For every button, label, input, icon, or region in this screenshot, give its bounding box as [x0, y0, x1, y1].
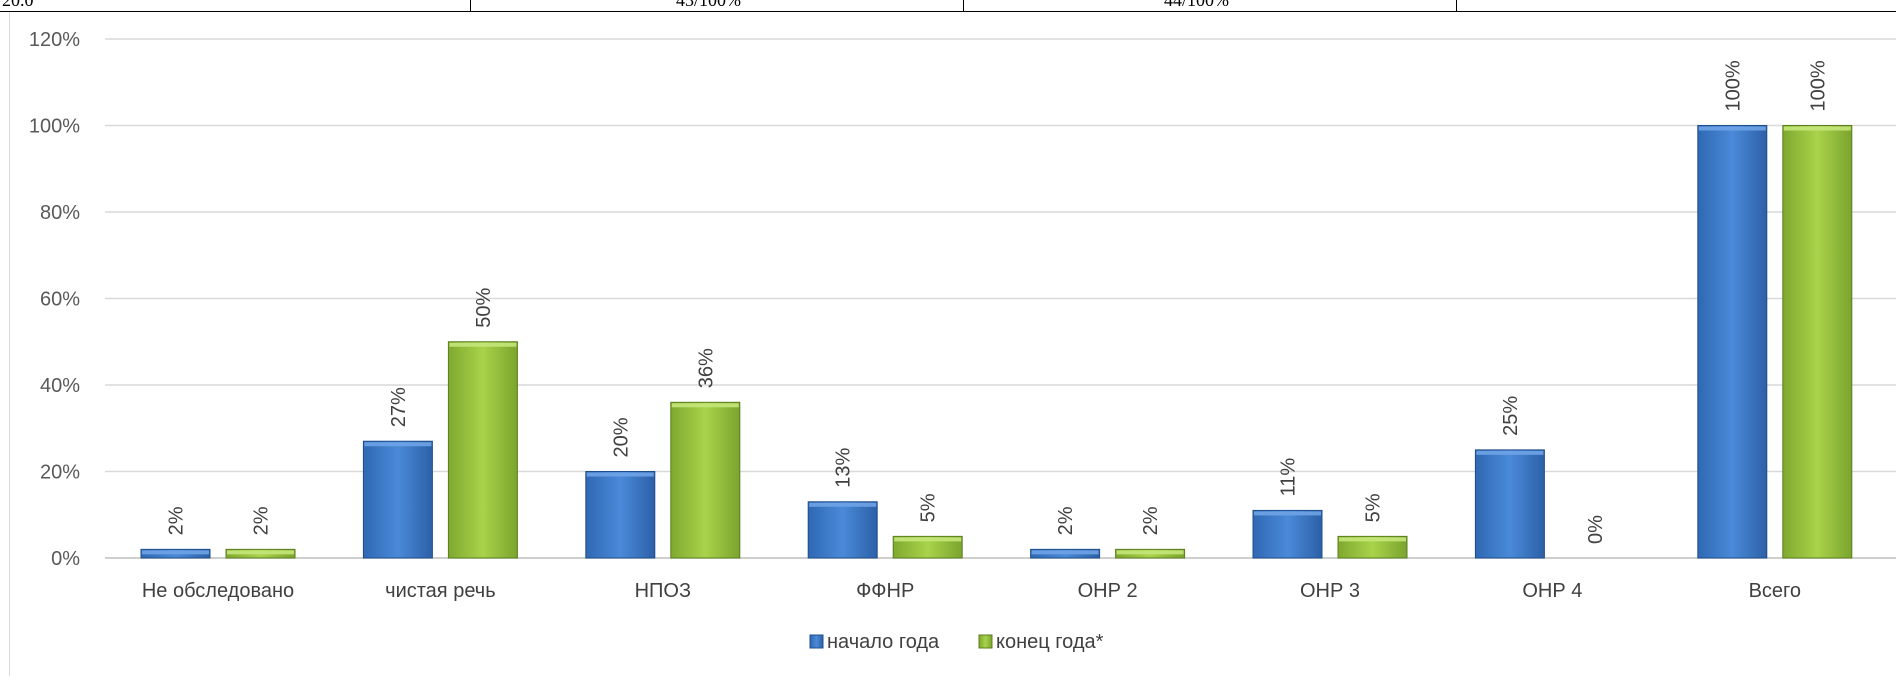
data-label: 20% — [610, 417, 632, 457]
x-tick-label: НПОЗ — [635, 580, 691, 602]
table-cell-2: 43/100% — [471, 0, 964, 11]
table-cell-1: 20.0 — [0, 0, 471, 11]
bar — [1697, 125, 1768, 559]
y-axis: 0% 20% 40% 60% 80% 100% 120% — [29, 29, 80, 570]
bar — [447, 341, 518, 559]
legend-swatch — [978, 634, 993, 649]
x-tick-label: ФФНР — [856, 580, 914, 602]
x-tick-label: ОНР 3 — [1300, 580, 1360, 602]
data-label: 2% — [1140, 506, 1162, 535]
bar-highlight — [1339, 537, 1406, 542]
bar-chart: 0% 20% 40% 60% 80% 100% 120% 2% 2% 27% 50% 20% 36% 1… — [29, 29, 1896, 653]
x-tick-label: Всего — [1749, 580, 1801, 602]
legend-label: конец года* — [996, 631, 1104, 653]
table-cell-3: 44/100% — [964, 0, 1457, 11]
bar-highlight — [894, 537, 962, 542]
bar-highlight — [142, 550, 209, 555]
bar-highlight — [1698, 126, 1766, 131]
data-label: 5% — [1363, 493, 1385, 522]
bar — [1782, 125, 1853, 559]
data-label: 50% — [473, 288, 495, 328]
bar-highlight — [1254, 511, 1321, 516]
legend-label: начало года — [827, 631, 940, 653]
x-tick-label: Не обследовано — [142, 580, 294, 602]
data-label: 27% — [388, 387, 410, 427]
x-tick-label: чистая речь — [385, 580, 495, 602]
bar — [1474, 449, 1545, 559]
bar — [1337, 535, 1408, 559]
bar-highlight — [1116, 550, 1184, 555]
legend: начало года конец года* — [809, 631, 1104, 653]
bar — [807, 501, 878, 559]
table-top-strip: 20.0 43/100% 44/100% — [0, 0, 1896, 12]
legend-swatch — [809, 634, 824, 649]
bar-highlight — [364, 442, 432, 447]
bar — [892, 535, 963, 559]
data-label: 100% — [1807, 60, 1829, 111]
y-tick-label: 60% — [40, 289, 80, 311]
y-tick-label: 120% — [29, 29, 80, 51]
bar — [1252, 509, 1323, 559]
bar-highlight — [1476, 450, 1544, 455]
y-tick-label: 40% — [40, 375, 80, 397]
data-label: 2% — [166, 506, 188, 535]
y-tick-label: 100% — [29, 116, 80, 138]
bar-highlight — [671, 403, 739, 408]
x-tick-label: ОНР 2 — [1078, 580, 1138, 602]
data-label: 2% — [251, 506, 273, 535]
bar-highlight — [227, 550, 294, 555]
y-tick-label: 20% — [40, 462, 80, 484]
data-label: 5% — [918, 493, 940, 522]
bars: 2% 2% 27% 50% 20% 36% 13% 5% 2% 2% 11% 5% 25% 0% 100% 1… — [140, 60, 1853, 559]
chart-frame: 0% 20% 40% 60% 80% 100% 120% 2% 2% 27% 50% 20% 36% 1… — [9, 12, 1896, 676]
bar-highlight — [586, 472, 654, 477]
table-cell-4 — [1457, 0, 1896, 11]
bar-highlight — [1031, 550, 1099, 555]
y-tick-label: 80% — [40, 202, 80, 224]
data-label: 0% — [1585, 515, 1607, 544]
data-label: 11% — [1278, 458, 1300, 497]
bar-highlight — [1783, 126, 1851, 131]
data-label: 36% — [695, 348, 717, 388]
bar — [362, 440, 433, 559]
bar — [670, 401, 741, 559]
bar-highlight — [809, 502, 877, 507]
bar-highlight — [449, 342, 517, 347]
bar — [585, 471, 656, 559]
x-tick-label: ОНР 4 — [1522, 580, 1582, 602]
data-label: 25% — [1500, 396, 1522, 436]
y-tick-label: 0% — [51, 548, 80, 570]
x-axis: Не обследовано чистая речь НПОЗ ФФНР ОНР 2 ОН… — [142, 580, 1801, 602]
data-label: 100% — [1722, 60, 1744, 111]
data-label: 2% — [1055, 506, 1077, 535]
data-label: 13% — [833, 448, 855, 488]
